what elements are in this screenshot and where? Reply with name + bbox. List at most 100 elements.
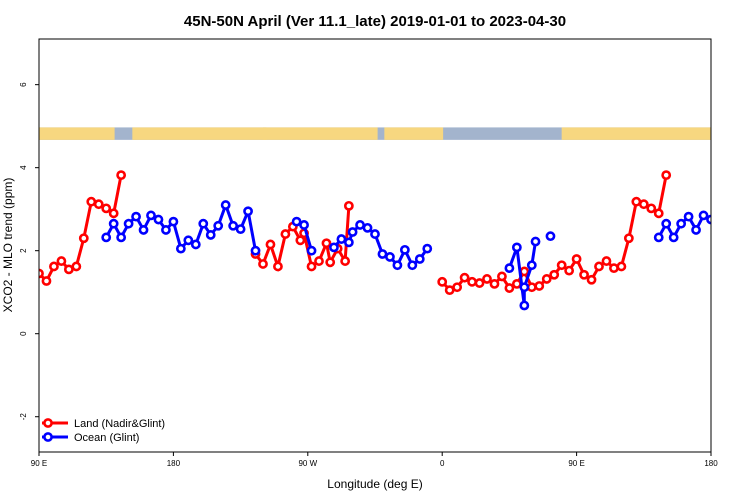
chart-title: 45N-50N April (Ver 11.1_late) 2019-01-01… [184, 13, 566, 30]
land-band [384, 127, 444, 140]
ocean-data-point [683, 211, 694, 222]
ocean-data-point [146, 210, 156, 221]
x-tick-label: 180 [167, 459, 181, 468]
land-data-point [467, 276, 477, 287]
ocean-data-point [530, 236, 541, 247]
land-data-point [534, 281, 545, 291]
ocean-data-point [299, 220, 309, 230]
ocean-data-point [668, 232, 679, 243]
ocean-data-point [116, 232, 127, 243]
land-data-point [504, 283, 515, 293]
ocean-data-point [123, 218, 134, 229]
ocean-legend-label: Ocean (Glint) [74, 432, 139, 444]
ocean-data-point [661, 218, 672, 229]
land-data-point [526, 282, 537, 293]
land-data-point [511, 278, 522, 289]
ocean-data-point [362, 222, 373, 233]
land-band [132, 127, 267, 140]
land-data-point [609, 263, 619, 274]
land-data-point [541, 274, 552, 284]
land-data-point [93, 199, 104, 210]
land-data-point [321, 238, 332, 249]
y-tick-label: -2 [19, 413, 28, 421]
ocean-data-point [545, 231, 556, 242]
ocean-data-point [407, 260, 418, 271]
ocean-data-point [153, 214, 164, 225]
ocean-data-point [101, 232, 112, 243]
ocean-data-point [336, 234, 347, 244]
y-axis: -2 0 2 4 6 [19, 82, 39, 420]
ocean-data-point [355, 220, 365, 230]
ocean-legend-marker [43, 432, 53, 442]
ocean-data-point [291, 216, 302, 227]
ocean-data-point [526, 260, 537, 271]
ocean-data-point [422, 243, 433, 254]
land-data-point [623, 233, 634, 244]
land-data-point [343, 200, 354, 211]
ocean-data-point [385, 252, 395, 262]
ocean-data-point [504, 263, 515, 274]
land-data-point [101, 203, 112, 214]
y-tick-label: 2 [19, 248, 28, 253]
ocean-data-point [228, 220, 239, 231]
ocean-data-point [175, 243, 186, 254]
ocean-data-point [399, 244, 410, 255]
ocean-data-point [329, 242, 339, 253]
ocean-data-point [190, 239, 201, 250]
land-data-point [295, 235, 306, 246]
land-data-point [549, 269, 560, 280]
land-data-point [108, 208, 119, 219]
ocean-data-point [343, 237, 354, 248]
land-band [39, 127, 115, 140]
land-data-point [646, 203, 657, 214]
land-data-point [265, 239, 276, 250]
ocean-data-point [676, 218, 687, 229]
land-data-point [49, 261, 59, 272]
land-data-point [661, 170, 672, 181]
ocean-data-point [414, 254, 425, 264]
ocean-data-point [347, 227, 358, 237]
land-data-point [482, 274, 492, 284]
ocean-data-point [377, 249, 388, 259]
x-tick-label: 90 W [298, 459, 317, 468]
y-tick-label: 0 [19, 331, 28, 336]
land-data-point [497, 271, 507, 282]
land-data-point [280, 229, 291, 239]
ocean-data-point [392, 260, 403, 271]
land-data-point [340, 256, 351, 266]
land-data-point [78, 233, 89, 244]
ocean-data-point [691, 225, 701, 235]
land-data-point [273, 261, 283, 272]
land-data-point [579, 269, 589, 280]
ocean-data-point [168, 216, 179, 227]
land-band [561, 127, 711, 140]
land-data-point [86, 196, 97, 207]
land-data-point [437, 276, 448, 287]
land-data-point [116, 170, 127, 181]
ocean-data-point [108, 218, 119, 229]
legend: Land (Nadir&Glint) Ocean (Glint) [42, 418, 165, 444]
ocean-data-point [715, 226, 722, 233]
y-tick-label: 6 [19, 82, 28, 87]
ocean-data-point [213, 220, 224, 231]
land-data-point [586, 274, 597, 285]
land-data-point [41, 276, 52, 286]
land-data-point [474, 278, 485, 288]
land-data-point [594, 261, 604, 272]
land-data-point [571, 254, 582, 264]
x-axis: 90 E 180 90 W 0 90 E 180 [31, 452, 718, 468]
y-tick-label: 4 [19, 165, 28, 170]
land-data-point [601, 256, 612, 266]
ocean-data-point [653, 232, 664, 243]
ocean-data-point [519, 300, 530, 311]
land-band [263, 127, 378, 140]
y-axis-label: XCO2 - MLO trend (ppm) [1, 178, 15, 313]
land-data-point [653, 208, 664, 219]
x-tick-label: 90 E [31, 459, 47, 468]
land-data-point [258, 259, 268, 269]
land-data-point [616, 261, 627, 272]
x-tick-label: 0 [440, 459, 445, 468]
ocean-data-point [519, 282, 530, 293]
ocean-data-point [243, 206, 253, 217]
